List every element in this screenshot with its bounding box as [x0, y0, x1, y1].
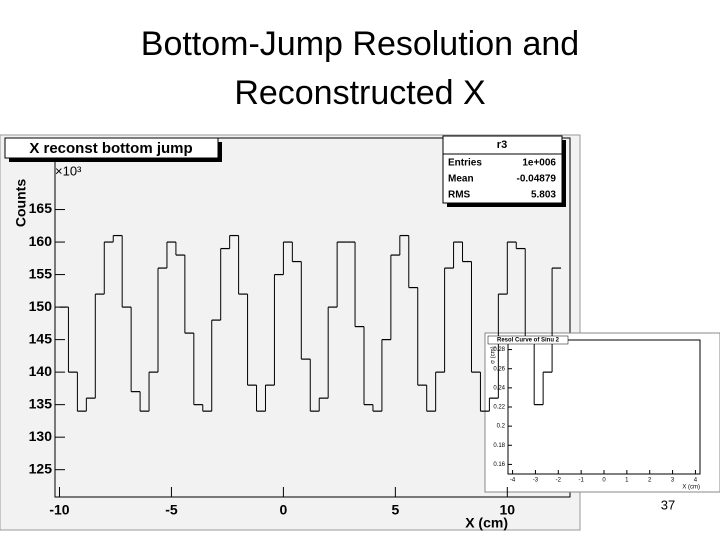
x-axis-label: X (cm) [465, 515, 508, 531]
y-tick-label: 165 [29, 200, 53, 216]
y-multiplier: ×10³ [55, 163, 82, 178]
x-tick-label: 5 [391, 502, 399, 518]
y-tick-label: 135 [29, 395, 53, 411]
x-tick-label: 10 [500, 502, 516, 518]
stats-box [442, 135, 563, 204]
y-tick-label: 0.22 [493, 405, 505, 411]
y-tick-label: 0.2 [497, 424, 506, 430]
x-tick-label: 1 [625, 478, 629, 484]
inset-title: Resol Curve of Sinu 2 [497, 338, 560, 344]
x-tick-label: 4 [694, 478, 698, 484]
stats-label: RMS [448, 190, 471, 201]
y-tick-label: 0.24 [493, 385, 505, 391]
slide-title: Reconstructed X [234, 74, 485, 112]
x-tick-label: -2 [556, 478, 562, 484]
inset-x-label: X (cm) [682, 485, 700, 491]
stats-name: r3 [497, 139, 507, 151]
y-tick-label: 140 [29, 363, 53, 379]
y-tick-label: 155 [29, 265, 53, 281]
stats-value: 1e+006 [522, 158, 556, 169]
title-box [4, 137, 219, 159]
y-tick-label: 150 [29, 298, 53, 314]
x-tick-label: 2 [648, 478, 652, 484]
x-tick-label: -4 [510, 478, 516, 484]
y-tick-label: 0.28 [493, 347, 505, 353]
y-tick-label: 130 [29, 428, 53, 444]
x-tick-label: -10 [49, 502, 69, 518]
x-tick-label: 3 [671, 478, 675, 484]
y-tick-label: 0.16 [493, 462, 505, 468]
page-number: 37 [661, 497, 675, 512]
y-axis-label: Counts [13, 179, 29, 227]
y-tick-label: 145 [29, 330, 53, 346]
stats-label: Mean [448, 174, 474, 185]
chart-title: X reconst bottom jump [29, 140, 192, 157]
x-tick-label: 0 [279, 502, 287, 518]
inset-y-label: σ (cm) [491, 346, 497, 363]
x-tick-label: -1 [578, 478, 584, 484]
inset-frame [507, 339, 701, 475]
y-tick-label: 160 [29, 233, 53, 249]
slide-title: Bottom-Jump Resolution and [141, 25, 579, 63]
x-tick-label: -5 [165, 502, 178, 518]
y-tick-label: 0.18 [493, 443, 505, 449]
inset-title-box [487, 335, 569, 345]
x-tick-label: 0 [602, 478, 606, 484]
stats-value: 5.803 [531, 190, 556, 201]
stats-value: -0.04879 [517, 174, 557, 185]
y-tick-label: 0.26 [493, 366, 505, 372]
stats-label: Entries [448, 158, 482, 169]
y-tick-label: 125 [29, 460, 53, 476]
x-tick-label: -3 [533, 478, 539, 484]
